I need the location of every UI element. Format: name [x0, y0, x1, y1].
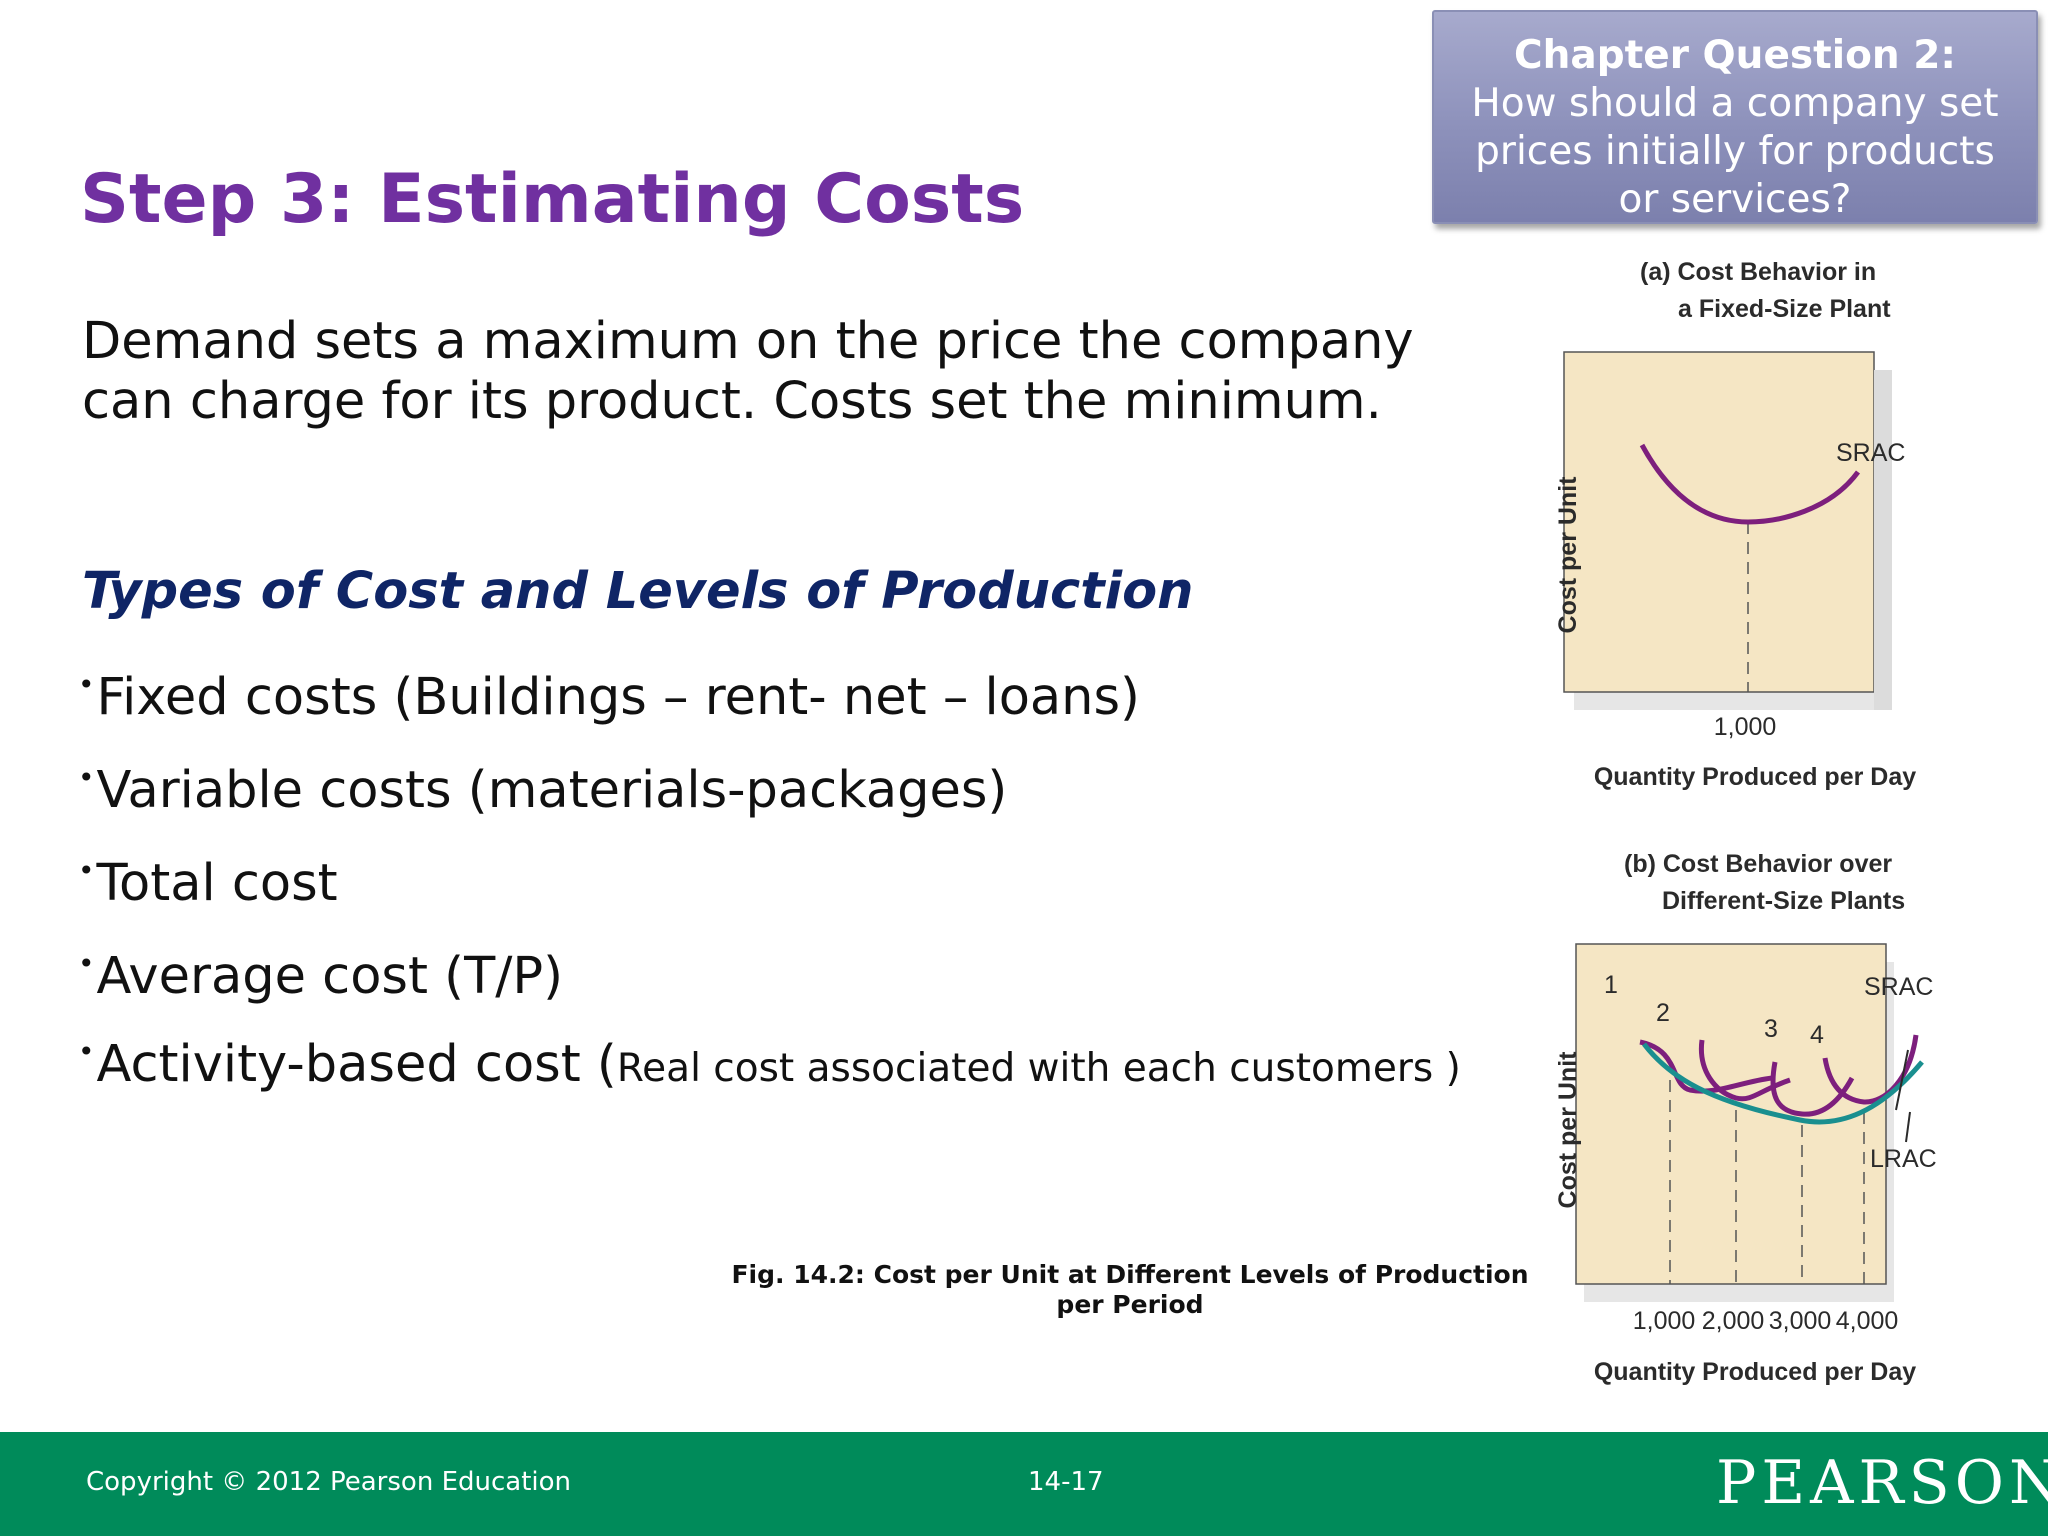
plant-label-3: 3: [1764, 1015, 1778, 1043]
panel-b-plot-area: [1575, 943, 1887, 1285]
bullet-activity-based-cost: •Activity-based cost (Real cost associat…: [78, 1022, 1461, 1099]
panel-a-srac-curve: [1639, 443, 1861, 525]
plant-label-1: 1: [1604, 971, 1618, 999]
footer-bar: [0, 1432, 2048, 1536]
panel-b-x-axis-label: Quantity Produced per Day: [1594, 1358, 1916, 1386]
panel-b-title-line: (b) Cost Behavior over: [1624, 850, 1892, 878]
srac-curve-plant-4: [1822, 1034, 1919, 1105]
panel-b-x-tick: 3,000: [1769, 1307, 1832, 1335]
intro-paragraph: Demand sets a maximum on the price the c…: [82, 312, 1442, 432]
panel-a-title-line: a Fixed-Size Plant: [1678, 295, 1891, 323]
cost-behavior-figure: (a) Cost Behavior in a Fixed-Size Plant …: [1554, 258, 1937, 1386]
copyright-text: Copyright © 2012 Pearson Education: [86, 1467, 572, 1497]
bullet-marker: •: [78, 947, 95, 980]
bullet-text: Average cost (T/P): [96, 947, 564, 1006]
panel-a-shadow-edge: [1874, 370, 1892, 710]
panel-a-x-tick: 1,000: [1714, 713, 1777, 741]
panel-b-title-line: Different-Size Plants: [1662, 887, 1905, 915]
bullet-marker: •: [78, 854, 95, 887]
bullet-text: Fixed costs (Buildings – rent- net – loa…: [96, 668, 1140, 727]
chapter-question-box: Chapter Question 2: How should a company…: [1432, 10, 2038, 224]
pearson-logo: PEARSON: [1716, 1448, 2048, 1518]
panel-b-dashed-lines: [1669, 1080, 1865, 1284]
panel-a-x-axis-label: Quantity Produced per Day: [1594, 763, 1916, 791]
caption-line: Fig. 14.2: Cost per Unit at Different Le…: [731, 1260, 1529, 1289]
bullet-marker: •: [78, 1035, 95, 1068]
figure-caption: Fig. 14.2: Cost per Unit at Different Le…: [700, 1260, 1560, 1320]
srac-curve-plant-2: [1698, 1039, 1791, 1102]
panel-b-x-tick: 1,000: [1633, 1307, 1696, 1335]
bullet-small-text: Real cost associated with each customers…: [616, 1046, 1461, 1091]
panel-b-x-tick: 4,000: [1836, 1307, 1899, 1335]
page-number: 14-17: [1028, 1467, 1104, 1497]
lrac-curve: [1642, 1042, 1924, 1125]
srac-curve-plant-3: [1770, 1061, 1855, 1117]
srac-curve-plant-1: [1639, 1039, 1773, 1094]
plant-label-2: 2: [1656, 999, 1670, 1027]
panel-b-x-tick: 2,000: [1702, 1307, 1765, 1335]
caption-line: per Period: [1056, 1290, 1204, 1319]
bullet-text: Variable costs (materials-packages): [96, 761, 1008, 820]
bullet-marker: •: [78, 761, 95, 794]
chapter-question-line: or services?: [1618, 177, 1852, 222]
section-subheading: Types of Cost and Levels of Production: [82, 562, 1194, 621]
panel-a-srac-label: SRAC: [1836, 439, 1905, 467]
chapter-question-line: How should a company set: [1471, 81, 1999, 126]
panel-a-y-axis-label: Cost per Unit: [1554, 476, 1582, 634]
chapter-question-line: prices initially for products: [1475, 129, 1995, 174]
panel-a: (a) Cost Behavior in a Fixed-Size Plant …: [1554, 258, 1916, 791]
bullet-variable-costs: •Variable costs (materials-packages): [78, 748, 1007, 821]
panel-b: (b) Cost Behavior over Different-Size Pl…: [1554, 850, 1937, 1386]
bullet-average-cost: •Average cost (T/P): [78, 934, 563, 1007]
chapter-question-title: Chapter Question 2:: [1514, 33, 1956, 78]
plant-label-4: 4: [1810, 1021, 1824, 1049]
lrac-pointer-line: [1905, 1111, 1911, 1143]
bullet-text: Total cost: [96, 854, 338, 913]
bullet-text: Activity-based cost (: [96, 1035, 617, 1094]
panel-a-plot-area: [1563, 351, 1875, 693]
srac-pointer-line: [1895, 1049, 1909, 1111]
panel-b-lrac-label: LRAC: [1870, 1145, 1937, 1173]
bullet-fixed-costs: •Fixed costs (Buildings – rent- net – lo…: [78, 655, 1140, 728]
slide-title: Step 3: Estimating Costs: [80, 160, 1025, 239]
panel-b-y-axis-label: Cost per Unit: [1554, 1051, 1582, 1209]
bullet-total-cost: •Total cost: [78, 841, 338, 914]
panel-b-srac-label: SRAC: [1864, 973, 1933, 1001]
bullet-marker: •: [78, 668, 95, 701]
intro-line: can charge for its product. Costs set th…: [82, 372, 1382, 431]
intro-line: Demand sets a maximum on the price the c…: [82, 312, 1414, 371]
panel-a-title-line: (a) Cost Behavior in: [1640, 258, 1876, 286]
